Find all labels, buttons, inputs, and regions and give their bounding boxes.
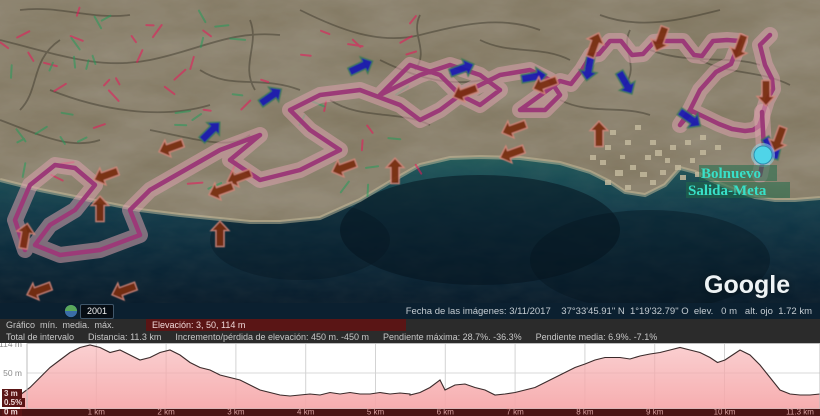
svg-text:3 km: 3 km xyxy=(227,408,245,416)
svg-text:0 m: 0 m xyxy=(4,408,18,416)
svg-text:7 km: 7 km xyxy=(506,408,524,416)
svg-text:10 km: 10 km xyxy=(714,408,736,416)
svg-text:5 km: 5 km xyxy=(367,408,385,416)
svg-text:2 km: 2 km xyxy=(157,408,175,416)
svg-text:9 km: 9 km xyxy=(646,408,664,416)
svg-text:8 km: 8 km xyxy=(576,408,594,416)
svg-text:0.5%: 0.5% xyxy=(4,398,22,407)
svg-text:3 m: 3 m xyxy=(4,389,18,398)
svg-text:50 m: 50 m xyxy=(3,368,22,378)
svg-text:114 m: 114 m xyxy=(0,343,22,349)
svg-text:Bolnuevo: Bolnuevo xyxy=(701,166,761,182)
svg-text:6 km: 6 km xyxy=(437,408,455,416)
svg-text:1 km: 1 km xyxy=(88,408,106,416)
svg-text:Salida-Meta: Salida-Meta xyxy=(688,183,767,199)
svg-text:11.3 km: 11.3 km xyxy=(786,408,814,416)
svg-text:4 km: 4 km xyxy=(297,408,315,416)
